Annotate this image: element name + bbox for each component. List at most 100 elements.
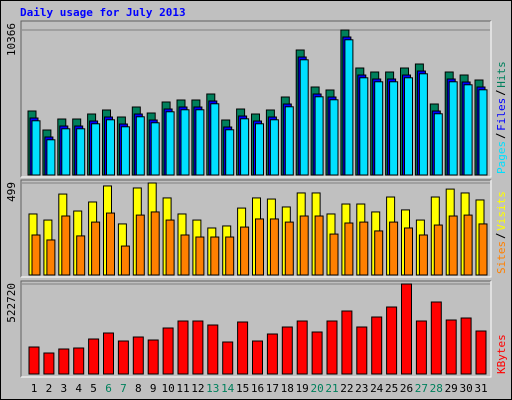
x-tick-label: 21 xyxy=(325,382,338,395)
x-tick-label: 6 xyxy=(105,382,112,395)
legend: Sites Visits xyxy=(495,191,508,274)
bar xyxy=(255,218,264,276)
bar xyxy=(91,221,101,276)
bar xyxy=(463,84,473,176)
x-tick-label: 27 xyxy=(415,382,428,395)
x-tick-label: 13 xyxy=(206,382,219,395)
x-tick-label: 1 xyxy=(31,382,38,395)
bar xyxy=(448,215,458,276)
bar xyxy=(240,226,250,276)
x-tick-label: 5 xyxy=(90,382,97,395)
bar xyxy=(433,224,443,276)
panel-bevel-dark xyxy=(20,20,491,177)
bar xyxy=(296,320,308,375)
bar xyxy=(255,123,264,176)
bar xyxy=(448,81,458,176)
bar xyxy=(299,215,309,276)
x-tick-label: 2 xyxy=(46,382,53,395)
bar xyxy=(31,234,41,276)
bar xyxy=(311,331,323,375)
bar xyxy=(46,239,56,276)
bar xyxy=(76,128,86,176)
panel-bevel-light xyxy=(21,281,492,378)
bar xyxy=(359,77,369,176)
bar xyxy=(344,222,354,276)
bar xyxy=(165,219,175,276)
bar xyxy=(150,122,160,176)
bar xyxy=(73,347,85,375)
bar xyxy=(478,223,488,276)
bar xyxy=(207,324,219,375)
bar xyxy=(210,103,220,176)
bar xyxy=(88,338,100,375)
bar xyxy=(132,336,144,375)
x-tick-label: 3 xyxy=(60,382,67,395)
panel-bevel-light xyxy=(21,180,492,278)
bar xyxy=(478,89,488,176)
bar xyxy=(404,77,413,176)
legend-label: Pages xyxy=(495,141,508,174)
bar xyxy=(329,99,339,176)
bar xyxy=(374,230,384,276)
bar xyxy=(180,109,190,176)
bar xyxy=(150,211,160,276)
legend-label: KBytes xyxy=(495,334,508,374)
bar xyxy=(225,129,235,176)
legend-label: Files xyxy=(495,98,508,131)
bar xyxy=(433,113,443,176)
bar xyxy=(359,221,369,276)
bar xyxy=(269,218,279,276)
bar xyxy=(374,81,384,176)
bar xyxy=(418,73,428,176)
bar xyxy=(46,139,56,176)
bar xyxy=(135,214,145,276)
bar xyxy=(389,221,399,276)
bar xyxy=(147,339,159,375)
bar xyxy=(28,346,40,375)
bar xyxy=(329,233,339,276)
legend-separator xyxy=(495,90,506,96)
bar xyxy=(192,320,204,375)
bar xyxy=(222,341,234,375)
legend-separator xyxy=(495,133,506,139)
x-tick-label: 22 xyxy=(340,382,353,395)
x-tick-label: 30 xyxy=(459,382,472,395)
bar xyxy=(43,352,55,375)
bar xyxy=(135,116,145,176)
bar xyxy=(31,120,41,176)
x-tick-label: 28 xyxy=(430,382,443,395)
x-tick-label: 15 xyxy=(236,382,249,395)
bar xyxy=(430,301,442,375)
y-tick-label: 522720 xyxy=(5,283,18,323)
bar xyxy=(210,236,220,276)
x-tick-label: 12 xyxy=(191,382,204,395)
bar xyxy=(76,235,86,276)
bar xyxy=(91,123,101,176)
bar xyxy=(120,126,130,176)
x-tick-label: 19 xyxy=(296,382,309,395)
bar xyxy=(284,106,294,176)
x-tick-label: 11 xyxy=(176,382,189,395)
x-tick-label: 9 xyxy=(150,382,157,395)
x-tick-label: 31 xyxy=(474,382,487,395)
x-tick-label: 7 xyxy=(120,382,127,395)
bar xyxy=(269,119,279,176)
bar xyxy=(165,111,175,176)
bar xyxy=(195,109,205,176)
bar xyxy=(266,333,278,375)
bar xyxy=(103,332,114,375)
bar xyxy=(404,227,413,276)
x-tick-label: 8 xyxy=(135,382,142,395)
y-tick-label: 499 xyxy=(5,182,18,202)
bar xyxy=(120,245,130,276)
x-tick-label: 18 xyxy=(281,382,294,395)
bar xyxy=(326,320,338,375)
bar xyxy=(177,320,189,375)
y-tick-label: 10366 xyxy=(5,23,18,56)
bar xyxy=(314,96,324,176)
bar xyxy=(240,118,250,176)
bar xyxy=(281,326,293,375)
bar xyxy=(356,326,368,375)
bar xyxy=(401,283,412,375)
legend: Pages Files Hits xyxy=(495,61,508,174)
